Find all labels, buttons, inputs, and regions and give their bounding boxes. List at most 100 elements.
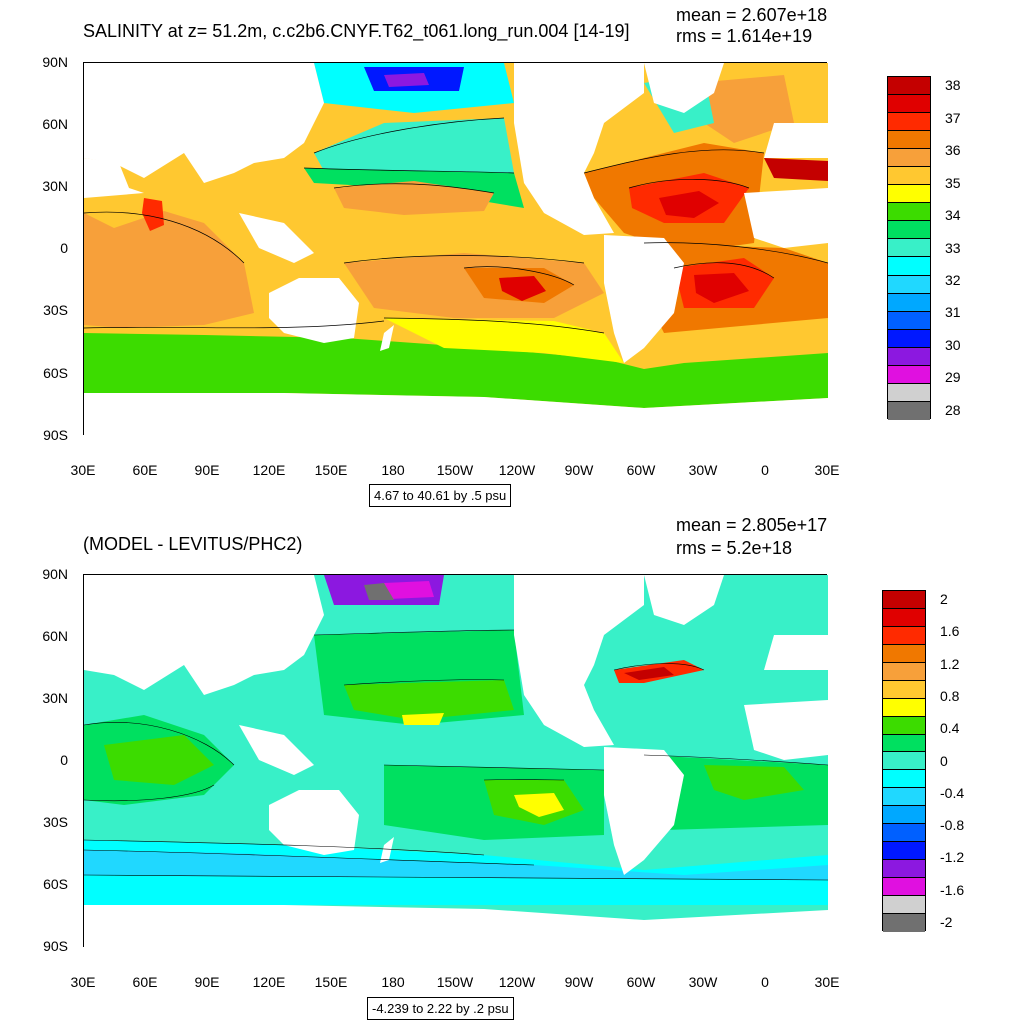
colorbar-label: 29 [945,369,961,386]
panel1-colorbar [887,76,931,420]
p2-lon-120e: 120E [252,974,286,990]
colorbar-swatch [888,365,930,384]
colorbar-swatch [888,329,930,348]
p1-north-pacific-cyan [314,118,514,173]
p2-lon-30e: 30E [70,974,96,990]
panel1-map [83,62,828,436]
p1-indian-ocean-orange [84,211,254,328]
colorbar-swatch [888,149,930,168]
colorbar-label: 31 [945,304,961,321]
colorbar-swatch [883,716,925,735]
colorbar-label: 33 [945,239,961,256]
p1-lon-30w: 30W [688,462,718,478]
p1-atlantic-south-darkred [694,273,749,303]
p2-lat-60n: 60N [42,628,68,644]
colorbar-swatch [888,293,930,312]
p2-lon-180: 180 [381,974,405,990]
panel1-title: SALINITY at z= 51.2m, c.c2b6.CNYF.T62_t0… [83,21,630,41]
p1-lon-60w: 60W [626,462,656,478]
colorbar-swatch [883,698,925,717]
colorbar-label: 30 [945,336,961,353]
panel2-rms: rms = 5.2e+18 [676,538,793,558]
p2-southern-blue [84,850,828,880]
colorbar-swatch [883,824,925,843]
p2-npac-lightgreen [344,680,514,720]
panel2-mean: mean = 2.805e+17 [676,515,828,535]
colorbar-swatch [888,275,930,294]
p2-lon-30w: 30W [688,974,718,990]
colorbar-swatch [883,752,925,771]
p1-greenland-land [644,63,724,113]
p1-southamerica-land [604,235,684,363]
p1-lon-150e: 150E [314,462,348,478]
panel1-range-box: 4.67 to 40.61 by .5 psu [369,484,512,507]
colorbar-label: -2 [940,914,953,931]
p2-antarctica-land [84,905,828,948]
colorbar-swatch [888,311,930,330]
p1-europe-africa-land [744,123,828,248]
p1-newzealand-land [380,325,394,351]
colorbar-swatch [888,257,930,276]
p1-lon-60e: 60E [132,462,158,478]
p2-asia-land [84,575,324,695]
p2-spac-yellow [514,793,564,817]
p1-antarctica-land [84,393,828,436]
colorbar-swatch [883,608,925,627]
p1-lon-120w: 120W [498,462,536,478]
colorbar-swatch [883,734,925,753]
colorbar-label: 38 [945,77,961,94]
colorbar-label: 34 [945,207,961,223]
p1-lat-90s: 90S [43,427,68,443]
colorbar-label: 35 [945,174,961,191]
p1-lat-30n: 30N [42,178,68,194]
p1-lon-180: 180 [381,462,405,478]
p1-lat-30s: 30S [43,302,68,318]
colorbar-label: 0.4 [940,720,960,737]
p2-lon-0: 0 [761,974,769,990]
p1-lat-90n: 90N [42,54,68,70]
p1-lon-150w: 150W [436,462,474,478]
colorbar-swatch [883,770,925,789]
colorbar-swatch [888,113,930,132]
colorbar-label: -1.6 [940,881,965,898]
colorbar-swatch [883,895,925,914]
p1-southern-ocean [84,333,828,408]
p1-australia-land [269,278,359,343]
p2-lon-60e: 60E [132,974,158,990]
p2-lat-90s: 90S [43,938,68,954]
p2-npac-yellow [402,713,444,725]
p2-lon-120w: 120W [498,974,536,990]
colorbar-swatch [883,842,925,861]
panel1-mean: mean = 2.607e+18 [676,5,828,25]
p2-lon-90e: 90E [194,974,220,990]
p2-lat-30s: 30S [43,814,68,830]
colorbar-swatch [888,185,930,204]
panel2-title: (MODEL - LEVITUS/PHC2) [83,534,303,554]
colorbar-swatch [888,77,930,96]
p2-lon-150e: 150E [314,974,348,990]
p1-maritime-land [239,213,314,263]
panel2-map-svg [84,575,828,948]
colorbar-label: 1.6 [940,623,960,640]
colorbar-swatch [888,239,930,258]
panel2-range-box: -4.239 to 2.22 by .2 psu [367,997,514,1020]
p2-lat-30n: 30N [42,690,68,706]
p1-lat-60n: 60N [42,116,68,132]
colorbar-label: 0.8 [940,687,960,704]
p2-newzealand-land [380,837,394,863]
colorbar-swatch [883,806,925,825]
colorbar-label: 32 [945,271,961,288]
colorbar-swatch [888,383,930,402]
colorbar-swatch [883,591,925,609]
p1-npac-orange [334,181,494,215]
p1-lon-120e: 120E [252,462,286,478]
p2-arctic-gray [364,583,394,600]
p2-europe-africa-land [744,635,828,760]
p2-gulfstream-darkred [624,667,674,680]
p1-lon-90e: 90E [194,462,220,478]
colorbar-label: 0 [940,752,948,769]
p1-spac-yellow [384,318,624,363]
p1-northamerica-land [514,63,644,235]
colorbar-swatch [883,860,925,878]
colorbar-swatch [888,221,930,240]
